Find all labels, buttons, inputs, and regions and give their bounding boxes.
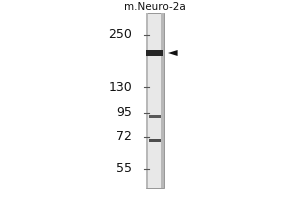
Text: 250: 250	[108, 28, 132, 42]
Text: 130: 130	[108, 81, 132, 94]
Bar	[146, 50, 163, 56]
Text: m.Neuro-2a: m.Neuro-2a	[124, 2, 185, 12]
Bar	[161, 13, 164, 188]
Polygon shape	[168, 50, 178, 56]
Bar	[146, 13, 148, 188]
Bar	[148, 115, 160, 118]
Text: 55: 55	[116, 162, 132, 176]
Bar	[146, 13, 164, 188]
Text: 95: 95	[116, 106, 132, 119]
Text: 72: 72	[116, 130, 132, 144]
Bar	[148, 139, 160, 142]
